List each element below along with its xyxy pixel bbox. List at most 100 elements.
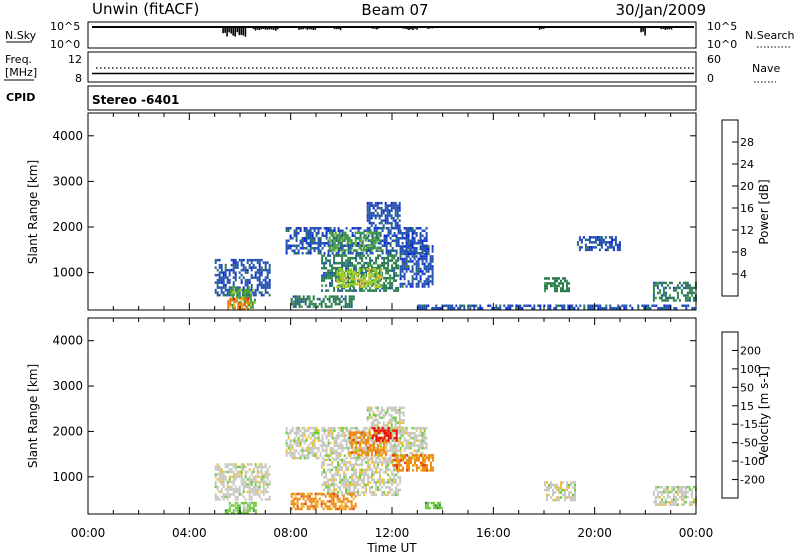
power-patch-9 — [399, 245, 434, 288]
nsky-dip-7 — [543, 27, 545, 29]
cpid-label: CPID — [6, 91, 35, 104]
nave-tick-60: 60 — [707, 53, 721, 66]
power-patch-8 — [290, 295, 355, 308]
time-tick-labels: 00:00 04:00 08:00 12:00 16:00 20:00 00:00 — [71, 526, 714, 540]
velocity-colorbar-tick-label-0: 200 — [740, 344, 761, 357]
velocity-colorbar-tick-label-2: 50 — [740, 381, 754, 394]
nsky-dip-0 — [238, 27, 241, 36]
nsky-dip-3 — [333, 27, 336, 30]
power-colorbar-tick-label-2: 12 — [740, 224, 754, 237]
nsky-dip-1 — [268, 27, 271, 30]
nsearch-label: N.Search — [745, 29, 795, 42]
velocity-colorbar: 200 100 50 15 -15 -50 -100 -200 — [721, 331, 765, 499]
nsky-tick-top: 10^5 — [50, 20, 80, 33]
nsky-dip-1 — [254, 27, 257, 31]
time-tick-label-0: 00:00 — [71, 526, 106, 540]
freq-tick-12: 12 — [68, 53, 82, 66]
time-tick-label-4: 16:00 — [476, 526, 511, 540]
power-patch-4 — [328, 231, 381, 252]
velocity-heatmap — [214, 406, 697, 515]
nsky-dip-0 — [226, 27, 228, 37]
velocity-patch-8 — [224, 501, 257, 515]
power-colorbar-tick-label-0: 4 — [740, 268, 747, 281]
date-title: 30/Jan/2009 — [616, 1, 707, 19]
time-tick-label-3: 12:00 — [375, 526, 410, 540]
nsky-dip-8 — [642, 27, 644, 32]
nsky-dip-1 — [258, 27, 261, 31]
time-axis-label: Time UT — [366, 541, 417, 554]
power-ytick-label-3: 4000 — [52, 129, 83, 143]
velocity-colorbar-label: Velocity [m s-1] — [757, 366, 771, 460]
nsky-dip-2 — [306, 27, 308, 30]
freq-tick-8: 8 — [75, 72, 82, 85]
nsky-dip-9 — [664, 27, 667, 30]
power-colorbar-tick-label-1: 8 — [740, 246, 747, 259]
nsky-dip-9 — [662, 27, 665, 29]
velocity-patch-2 — [321, 458, 402, 497]
velocity-colorbar-tick-label-4: -15 — [740, 418, 758, 431]
velocity-patch-5 — [371, 426, 398, 442]
nsky-dip-2 — [314, 27, 317, 30]
time-tick-label-6: 00:00 — [679, 526, 714, 540]
velocity-axes: 1000 2000 3000 4000 — [52, 318, 697, 514]
nsky-dip-2 — [310, 27, 312, 30]
velocity-ytick-label-1: 2000 — [52, 424, 83, 438]
freq-unit: [MHz] — [5, 66, 37, 79]
nsky-dip-6 — [431, 27, 434, 29]
velocity-patch-0 — [214, 463, 271, 501]
nsky-trace — [92, 26, 694, 37]
power-patch-13 — [652, 281, 697, 302]
freq-panel: Freq. [MHz] 12 8 60 0 Nave — [4, 51, 780, 85]
cpid-value: Stereo -6401 — [92, 93, 179, 107]
nsky-dip-4 — [371, 27, 374, 29]
power-colorbar-label: Power [dB] — [757, 179, 771, 244]
nsky-dip-0 — [244, 27, 247, 37]
nsky-tick-top-right: 10^5 — [707, 20, 737, 33]
time-tick-label-5: 20:00 — [577, 526, 612, 540]
velocity-ylabel: Slant Range [km] — [26, 364, 40, 468]
nsky-dip-3 — [335, 27, 338, 30]
power-patch-2 — [227, 297, 250, 311]
velocity-patch-6 — [392, 454, 434, 472]
nsky-dip-2 — [308, 27, 310, 30]
nsky-dip-2 — [312, 27, 315, 30]
velocity-colorbar-frame — [721, 331, 739, 499]
nsky-dip-1 — [256, 27, 259, 30]
nsky-dip-1 — [252, 27, 255, 29]
velocity-ytick-label-0: 1000 — [52, 470, 83, 484]
velocity-colorbar-tick-label-3: 15 — [740, 400, 754, 413]
nsky-dip-0 — [228, 27, 230, 33]
velocity-colorbar-tick-label-1: 100 — [740, 363, 761, 376]
nsky-dip-9 — [666, 27, 669, 30]
nsky-dip-9 — [668, 27, 671, 30]
nsky-dip-4 — [373, 27, 376, 29]
velocity-colorbar-tick-label-7: -200 — [740, 474, 765, 487]
nsky-dip-2 — [298, 27, 300, 30]
power-patch-11 — [544, 277, 570, 293]
velocity-patch-7 — [290, 492, 357, 511]
nsky-dip-2 — [300, 27, 302, 30]
power-patch-5 — [366, 201, 401, 230]
nave-tick-0: 0 — [707, 72, 714, 85]
beam-title: Beam 07 — [361, 1, 428, 19]
nsky-dip-3 — [337, 27, 340, 30]
nsky-dip-1 — [266, 27, 269, 30]
power-axes: 1000 2000 3000 4000 — [52, 113, 697, 310]
nsky-dip-1 — [272, 27, 275, 30]
nsky-dip-4 — [375, 27, 378, 30]
power-patch-10 — [417, 304, 696, 310]
nsky-dip-5 — [402, 27, 404, 29]
nsky-dip-0 — [222, 27, 224, 34]
nsky-dip-2 — [302, 27, 304, 30]
nsky-dip-5 — [410, 27, 412, 30]
velocity-ytick-label-3: 4000 — [52, 334, 83, 348]
time-tick-label-1: 04:00 — [172, 526, 207, 540]
power-patch-12 — [576, 236, 621, 252]
velocity-patch-9 — [424, 501, 443, 510]
nsky-dip-9 — [670, 27, 673, 30]
nsky-dip-0 — [232, 27, 234, 36]
power-ytick-label-2: 3000 — [52, 174, 83, 188]
nsky-dip-8 — [644, 27, 646, 36]
velocity-colorbar-tick-label-5: -50 — [740, 437, 758, 450]
